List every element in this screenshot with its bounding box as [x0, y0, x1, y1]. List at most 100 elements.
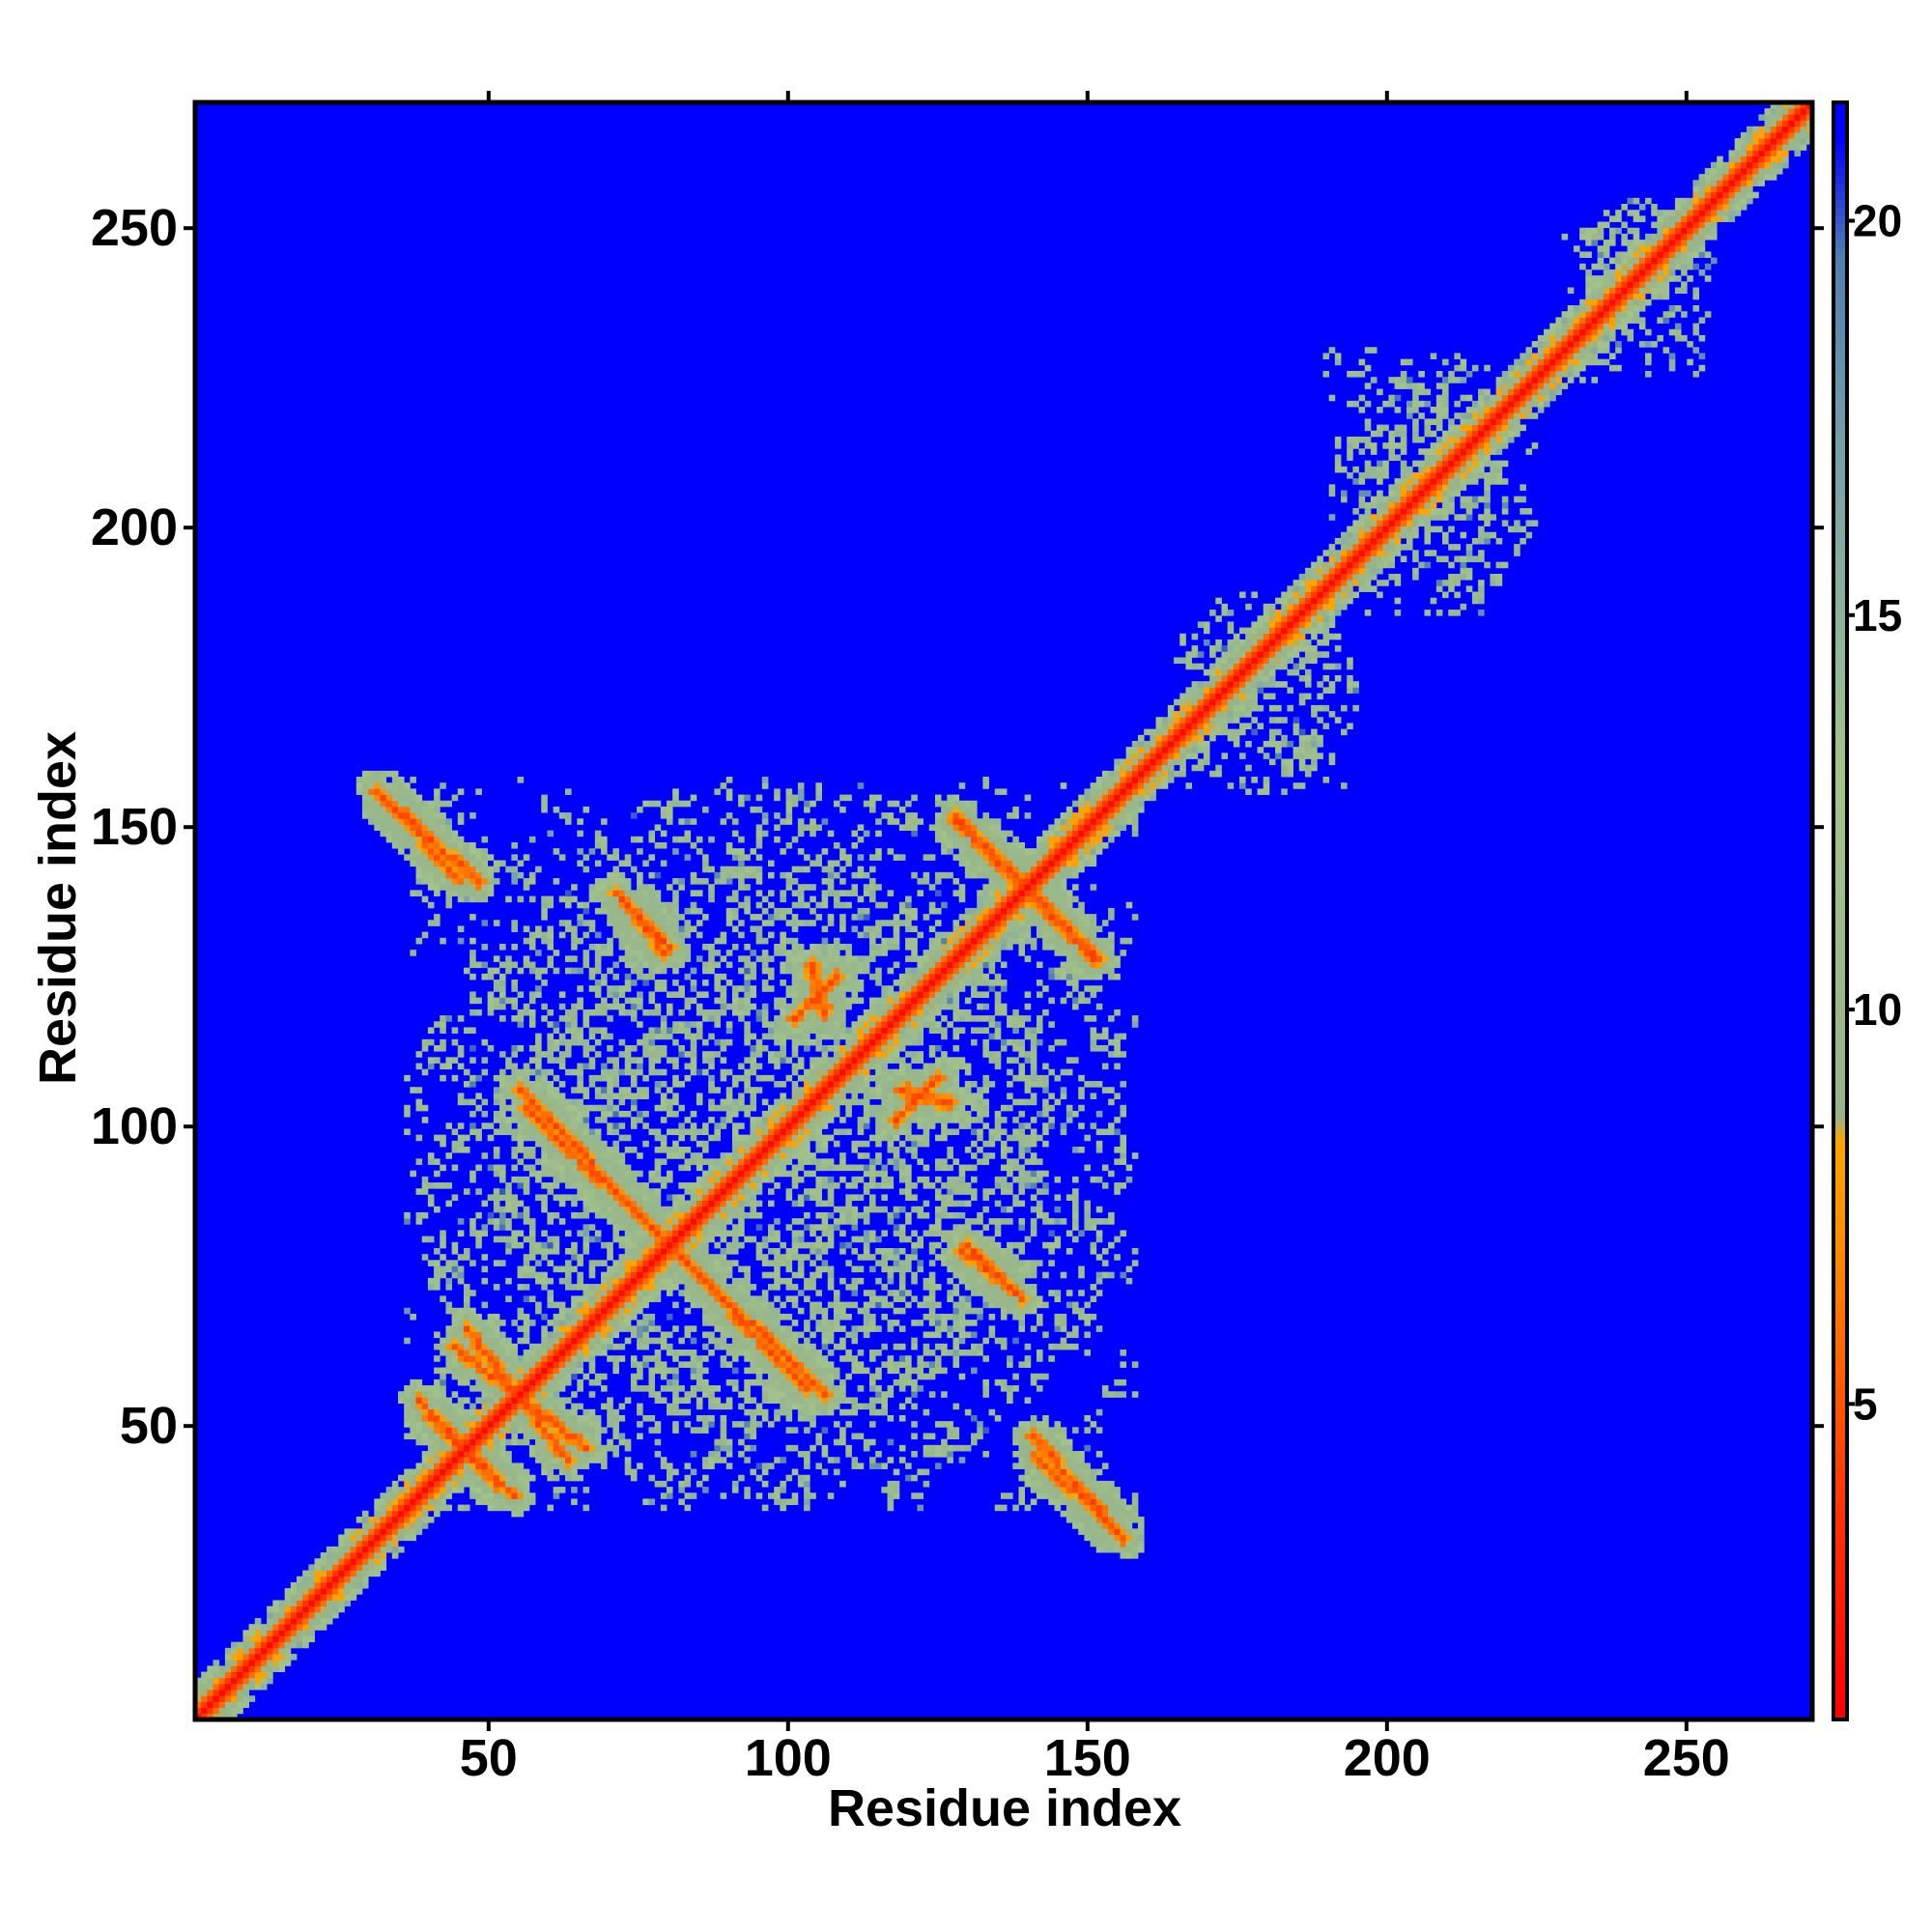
- heatmap-cell: [797, 1271, 805, 1279]
- heatmap-cell: [637, 1301, 643, 1309]
- heatmap-cell: [314, 1570, 322, 1577]
- heatmap-cell: [511, 1081, 518, 1088]
- heatmap-cell: [463, 1361, 470, 1368]
- heatmap-cell: [738, 1104, 745, 1112]
- heatmap-cell: [535, 1433, 542, 1440]
- heatmap-cell: [660, 1140, 668, 1148]
- heatmap-cell: [475, 1408, 482, 1416]
- heatmap-cell: [768, 1367, 775, 1375]
- heatmap-cell: [434, 1206, 440, 1213]
- heatmap-cell: [535, 950, 542, 956]
- heatmap-cell: [761, 1414, 769, 1422]
- heatmap-cell: [481, 1122, 489, 1129]
- heatmap-cell: [678, 1350, 685, 1356]
- heatmap-cell: [457, 788, 465, 795]
- heatmap-cell: [499, 1391, 506, 1398]
- heatmap-cell: [785, 1378, 793, 1386]
- heatmap-cell: [780, 1367, 786, 1375]
- heatmap-cell: [577, 1164, 583, 1172]
- heatmap-cell: [254, 1617, 262, 1625]
- heatmap-cell: [242, 1635, 249, 1643]
- heatmap-cell: [541, 1397, 548, 1405]
- heatmap-cell: [725, 841, 733, 849]
- heatmap-cell: [582, 1350, 590, 1356]
- heatmap-cell: [558, 1033, 566, 1040]
- heatmap-cell: [434, 884, 440, 891]
- heatmap-cell: [445, 1487, 453, 1493]
- heatmap-cell: [547, 1087, 554, 1094]
- heatmap-cell: [612, 1343, 619, 1350]
- heatmap-cell: [487, 1457, 495, 1463]
- heatmap-cell: [637, 1236, 643, 1243]
- heatmap-cell: [553, 1313, 560, 1321]
- heatmap-cell: [791, 1098, 799, 1106]
- heatmap-cell: [630, 812, 638, 819]
- heatmap-cell: [553, 806, 560, 813]
- heatmap-cell: [612, 907, 619, 915]
- heatmap-cell: [630, 1188, 638, 1195]
- heatmap-cell: [469, 1350, 476, 1356]
- heatmap-cell: [582, 1230, 590, 1237]
- heatmap-cell: [725, 1087, 733, 1094]
- heatmap-cell: [224, 1654, 232, 1661]
- heatmap-cell: [404, 800, 411, 808]
- heatmap-cell: [541, 1081, 548, 1088]
- heatmap-cell: [648, 1128, 656, 1136]
- heatmap-cell: [427, 1468, 435, 1476]
- heatmap-cell: [696, 1295, 703, 1302]
- heatmap-cell: [821, 1147, 829, 1153]
- heatmap-cell: [810, 1170, 816, 1178]
- heatmap-cell: [302, 1576, 309, 1583]
- heatmap-cell: [660, 812, 668, 819]
- heatmap-cell: [624, 1063, 632, 1070]
- heatmap-cell: [815, 997, 822, 1005]
- heatmap-cell: [278, 1665, 286, 1672]
- heatmap-cell: [672, 937, 679, 945]
- heatmap-cell: [469, 1438, 476, 1446]
- heatmap-cell: [618, 1098, 626, 1106]
- heatmap-cell: [612, 1361, 619, 1368]
- heatmap-cell: [768, 1373, 775, 1380]
- heatmap-cell: [427, 1200, 435, 1208]
- heatmap-cell: [469, 1451, 476, 1458]
- heatmap-cell: [481, 1444, 489, 1452]
- heatmap-cell: [601, 1385, 608, 1392]
- heatmap-cell: [558, 1463, 566, 1469]
- heatmap-cell: [523, 925, 530, 933]
- heatmap-cell: [469, 854, 476, 861]
- heatmap-cell: [553, 1158, 560, 1165]
- heatmap-cell: [451, 1128, 459, 1136]
- heatmap-cell: [612, 848, 619, 855]
- heatmap-cell: [684, 1474, 692, 1482]
- heatmap-cell: [785, 1074, 793, 1082]
- heatmap-cell: [755, 878, 763, 885]
- heatmap-cell: [797, 1350, 805, 1356]
- heatmap-cell: [427, 1277, 435, 1285]
- heatmap-cell: [445, 1343, 453, 1350]
- heatmap-cell: [457, 1457, 465, 1463]
- heatmap-cell: [511, 985, 518, 992]
- heatmap-cell: [684, 1290, 692, 1296]
- heatmap-cell: [684, 1265, 692, 1273]
- heatmap-cell: [410, 950, 416, 956]
- heatmap-cell: [577, 1421, 583, 1428]
- heatmap-cell: [797, 1474, 805, 1482]
- heatmap-cell: [791, 1498, 799, 1506]
- heatmap-cell: [797, 1343, 805, 1350]
- heatmap-cell: [810, 1093, 816, 1099]
- heatmap-cell: [797, 1397, 805, 1405]
- heatmap-cell: [785, 950, 793, 956]
- heatmap-cell: [648, 884, 656, 891]
- heatmap-cell: [618, 1290, 626, 1296]
- heatmap-cell: [660, 860, 668, 867]
- heatmap-cell: [618, 1158, 626, 1165]
- heatmap-cell: [553, 1414, 560, 1422]
- heatmap-cell: [702, 806, 709, 813]
- heatmap-cell: [475, 895, 482, 903]
- heatmap-cell: [493, 1200, 500, 1208]
- heatmap-cell: [785, 1117, 793, 1123]
- heatmap-cell: [445, 1182, 453, 1189]
- heatmap-cell: [475, 1433, 482, 1440]
- heatmap-cell: [804, 1457, 810, 1463]
- heatmap-cell: [755, 830, 763, 838]
